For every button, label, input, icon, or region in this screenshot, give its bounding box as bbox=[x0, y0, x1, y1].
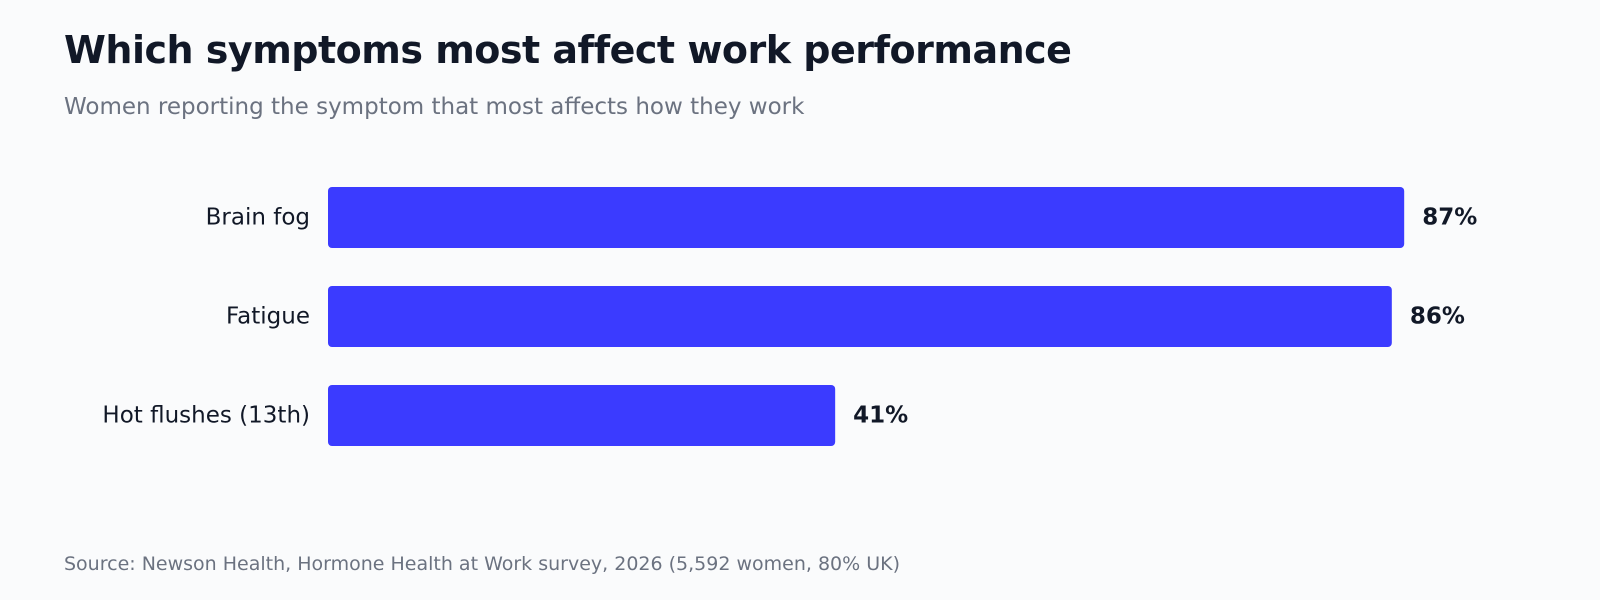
bar bbox=[328, 286, 1392, 347]
chart-subtitle: Women reporting the symptom that most af… bbox=[64, 94, 805, 120]
value-label: 41% bbox=[853, 403, 908, 429]
bar bbox=[328, 187, 1405, 248]
category-label: Brain fog bbox=[206, 205, 310, 231]
value-label: 86% bbox=[1410, 304, 1465, 330]
category-label: Hot flushes (13th) bbox=[102, 403, 310, 429]
source-note: Source: Newson Health, Hormone Health at… bbox=[64, 553, 900, 575]
chart-title: Which symptoms most affect work performa… bbox=[64, 28, 1072, 72]
category-label: Fatigue bbox=[226, 304, 310, 330]
bar bbox=[328, 385, 836, 446]
value-label: 87% bbox=[1422, 205, 1477, 231]
